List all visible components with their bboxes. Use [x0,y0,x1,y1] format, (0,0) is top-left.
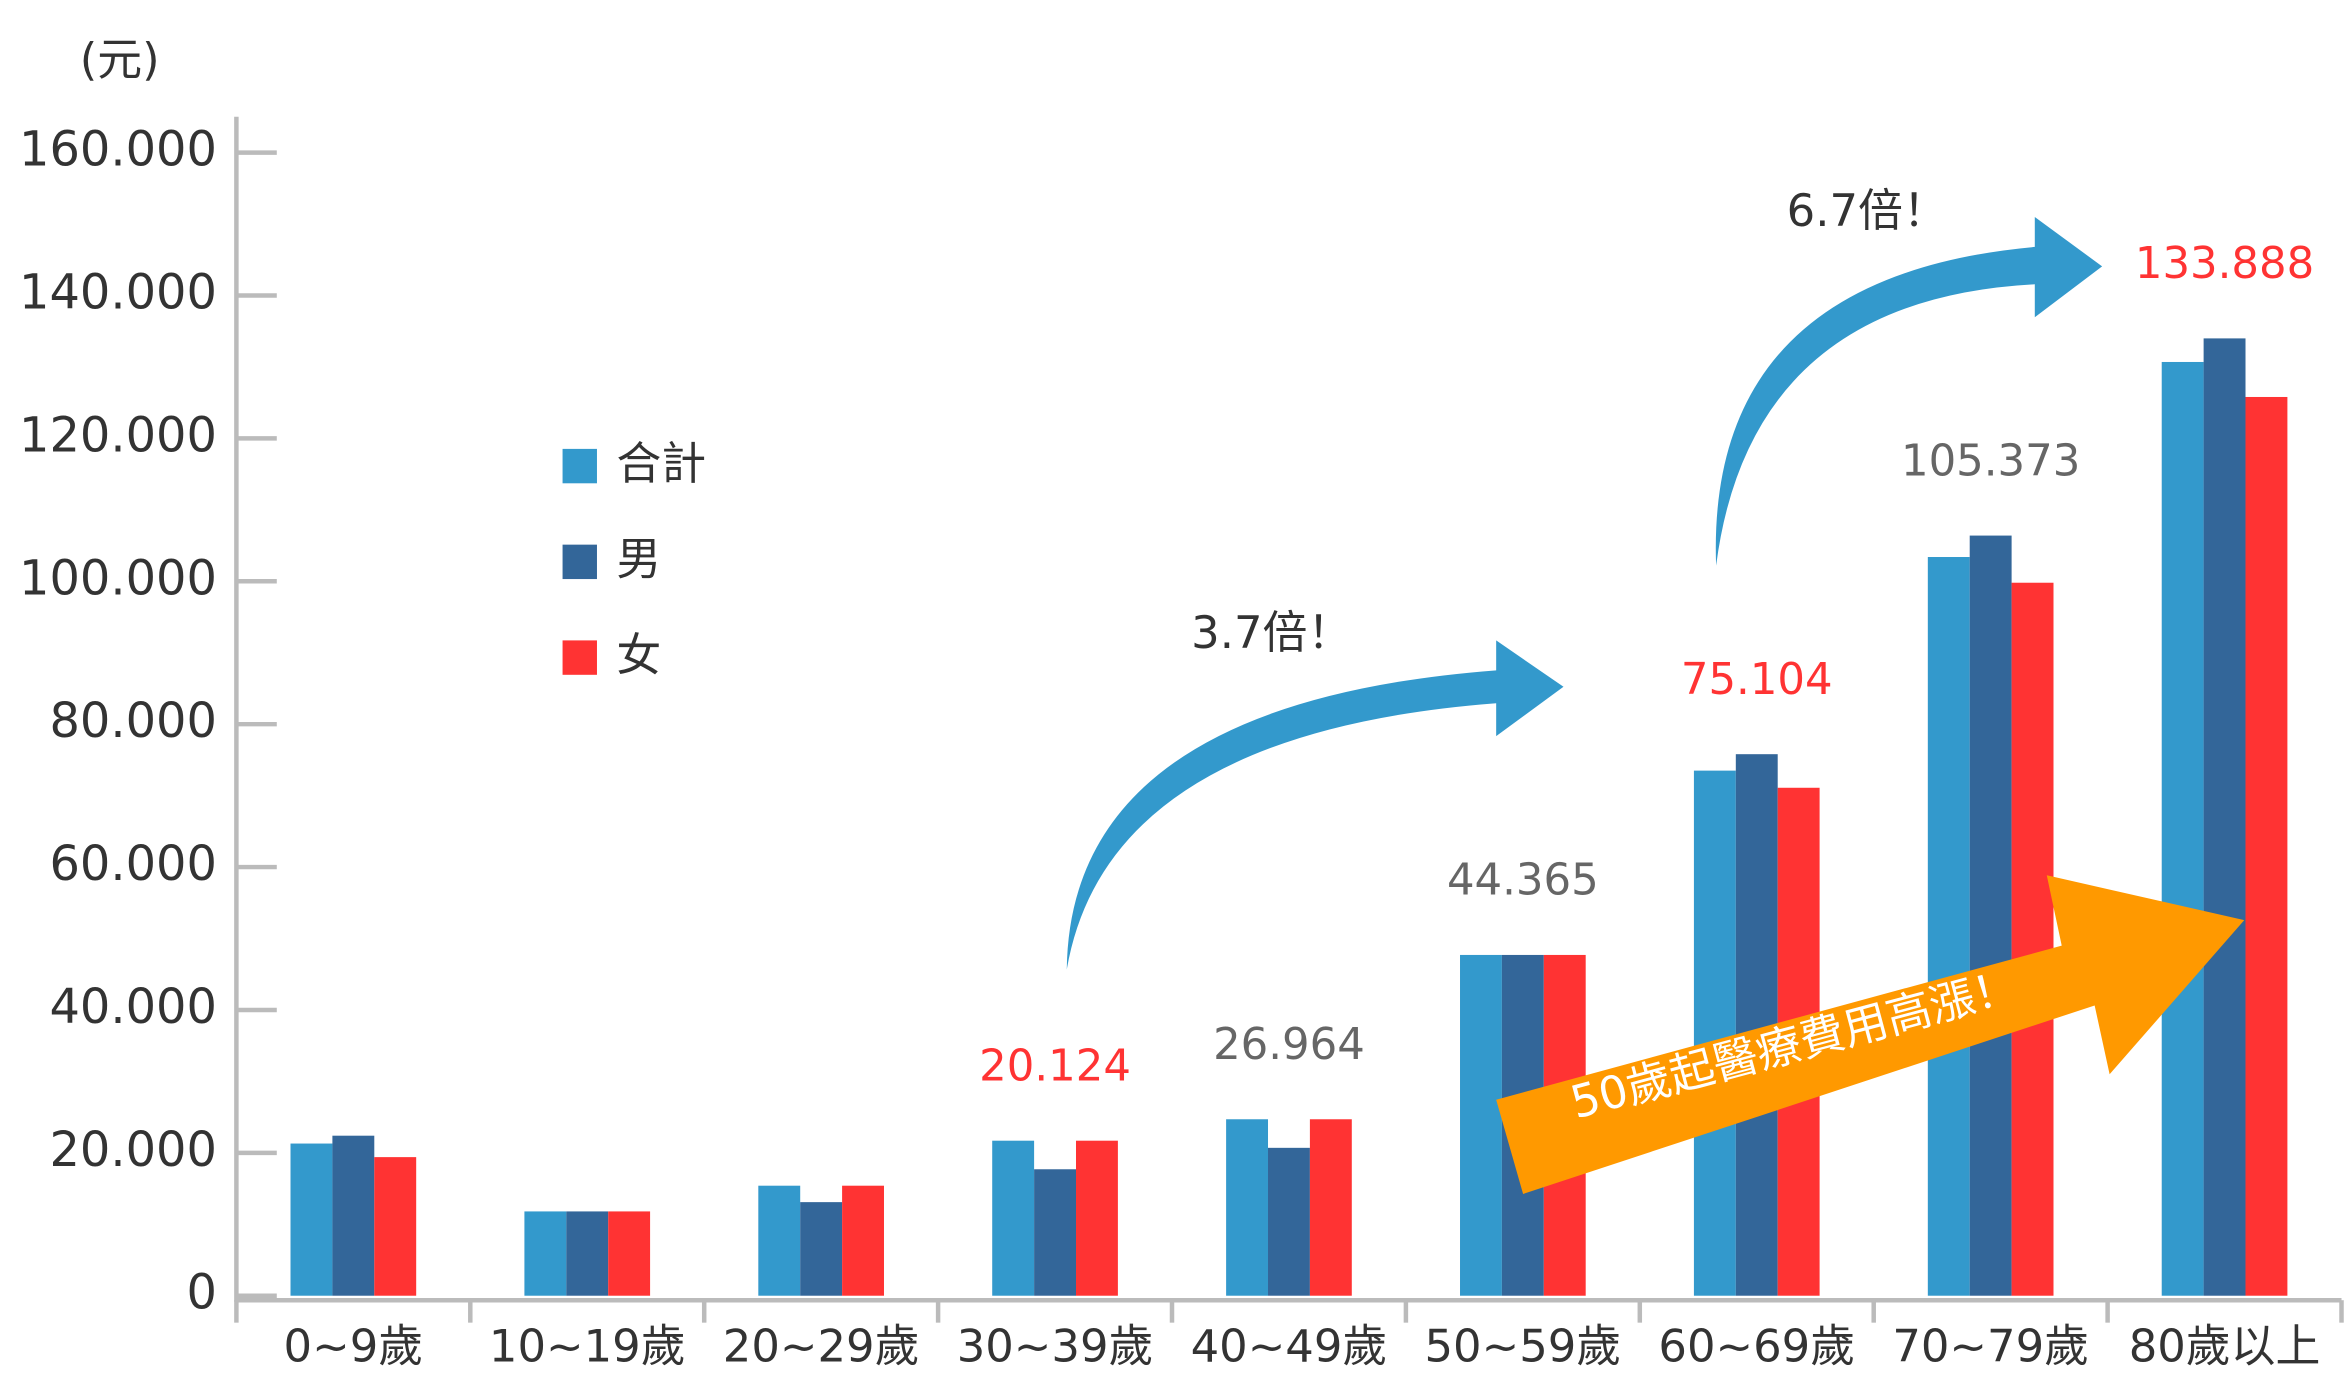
legend-swatch [562,544,597,580]
bar [1309,1119,1352,1296]
group-label: 105.373 [1901,436,2080,486]
bar [2161,361,2204,1296]
bar [608,1211,651,1296]
y-tick-label: 80.000 [49,694,216,749]
x-tick-label: 60~69歲 [1658,1320,1855,1373]
bar [374,1157,417,1296]
y-axis-label: (元) [80,33,160,86]
plot: 0 20.000 40.000 60.000 80.000 100.000 120.000 1… [19,116,2344,1373]
overlay: 50歲起醫療費用高漲！ [1496,875,2245,1194]
legend-label: 合計 [616,437,706,490]
y-tick-label: 120.000 [19,408,217,463]
legend-swatch [562,448,597,484]
legend-label: 男 [616,533,661,586]
bar [1460,954,1502,1296]
group-label: 133.888 [2135,239,2314,289]
arrow [1066,640,1564,970]
x-tick-label: 50~59歲 [1425,1320,1622,1373]
bar [2011,582,2054,1296]
bar [1075,1140,1118,1296]
bar [992,1140,1035,1296]
bar [758,1185,801,1296]
y-tick-label: 60.000 [49,837,216,892]
bar [524,1211,567,1296]
group-label: 26.964 [1213,1020,1365,1070]
x-tick-label: 40~49歲 [1191,1320,1388,1373]
y-tick-label: 140.000 [19,266,217,321]
x-tick-label: 30~39歲 [957,1320,1154,1373]
arrow [1496,875,2245,1194]
y-tick-label: 0 [186,1266,216,1321]
bar [2203,338,2246,1296]
bar [842,1185,884,1296]
y-tick-label: 100.000 [19,551,217,606]
bar [1969,535,2012,1296]
legend-swatch [562,640,597,675]
y-tick-label: 40.000 [49,980,216,1035]
bar [1693,770,1736,1296]
bar [566,1211,609,1296]
x-tick-label: 20~29歲 [723,1320,920,1373]
x-tick-label: 80歲以上 [2129,1320,2321,1373]
y-tick-label: 20.000 [49,1123,216,1178]
arrow [1715,216,2103,566]
bar [332,1135,375,1296]
y-tick-label: 160.000 [19,123,217,178]
group-label: 44.365 [1447,856,1599,906]
bar [2245,396,2288,1296]
bar [1927,557,1970,1296]
legend-label: 女 [616,628,661,681]
annotation: 6.7倍！ [1787,184,1948,237]
bar [290,1143,333,1296]
bar [1034,1169,1076,1296]
group-label: 75.104 [1681,655,1833,705]
bar [800,1202,843,1296]
group-label: 20.124 [979,1041,1131,1091]
x-tick-label: 70~79歲 [1892,1320,2089,1373]
x-tick-label: 10~19歲 [489,1320,686,1373]
x-tick-label: 0~9歲 [284,1320,424,1373]
bar [1268,1147,1310,1296]
annotation: 3.7倍！ [1191,606,1352,659]
bar [1226,1119,1269,1296]
